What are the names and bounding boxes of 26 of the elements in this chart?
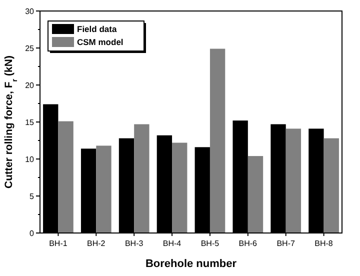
bar <box>286 128 302 233</box>
y-tick-label: 30 <box>25 6 35 16</box>
bar <box>248 156 264 233</box>
y-tick-label: 15 <box>25 118 35 127</box>
y-tick-label: 20 <box>25 80 35 90</box>
y-tick-label: 10 <box>25 154 35 164</box>
y-tick-label: 0 <box>30 228 35 238</box>
bar <box>134 124 150 233</box>
bar <box>96 146 112 233</box>
x-tick-label: BH-7 <box>276 239 296 248</box>
x-tick-label: BH-5 <box>200 239 220 248</box>
bar <box>172 142 188 233</box>
y-tick-label: 25 <box>25 44 35 53</box>
x-tick-label: BH-3 <box>124 239 144 248</box>
legend-label: CSM model <box>77 36 124 47</box>
x-tick-label: BH-8 <box>314 239 334 248</box>
bar <box>210 48 226 233</box>
x-tick-label: BH-1 <box>49 239 68 248</box>
x-tick-label: BH-2 <box>87 239 106 248</box>
x-tick-label: BH-4 <box>162 239 182 248</box>
x-tick-label: BH-6 <box>238 239 258 248</box>
legend-label: Field data <box>77 24 117 34</box>
y-tick-label: 5 <box>30 192 35 201</box>
bar <box>324 138 339 233</box>
bar <box>58 121 74 233</box>
x-axis-title: Borehole number <box>145 258 238 270</box>
